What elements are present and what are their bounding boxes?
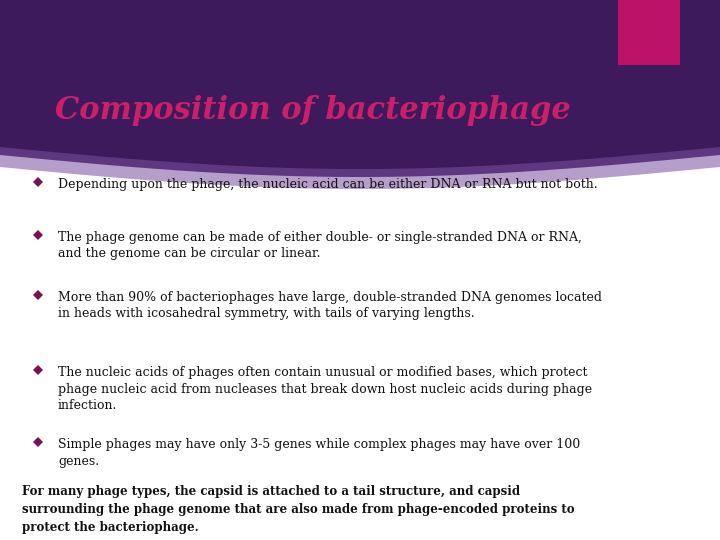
Text: The nucleic acids of phages often contain unusual or modified bases, which prote: The nucleic acids of phages often contai… xyxy=(58,366,592,412)
Polygon shape xyxy=(33,177,43,187)
Polygon shape xyxy=(33,365,43,375)
Text: Composition of bacteriophage: Composition of bacteriophage xyxy=(55,94,571,125)
Polygon shape xyxy=(0,147,720,189)
Text: For many phage types, the capsid is attached to a tail structure, and capsid
sur: For many phage types, the capsid is atta… xyxy=(22,485,575,534)
Polygon shape xyxy=(33,437,43,447)
Text: More than 90% of bacteriophages have large, double-stranded DNA genomes located
: More than 90% of bacteriophages have lar… xyxy=(58,291,602,321)
Text: Depending upon the phage, the nucleic acid can be either DNA or RNA but not both: Depending upon the phage, the nucleic ac… xyxy=(58,178,598,191)
Polygon shape xyxy=(33,290,43,300)
Text: The phage genome can be made of either double- or single-stranded DNA or RNA,
an: The phage genome can be made of either d… xyxy=(58,231,582,260)
Polygon shape xyxy=(0,0,720,177)
FancyBboxPatch shape xyxy=(618,0,680,65)
Polygon shape xyxy=(33,230,43,240)
FancyBboxPatch shape xyxy=(0,0,720,155)
Text: Simple phages may have only 3-5 genes while complex phages may have over 100
gen: Simple phages may have only 3-5 genes wh… xyxy=(58,438,580,468)
